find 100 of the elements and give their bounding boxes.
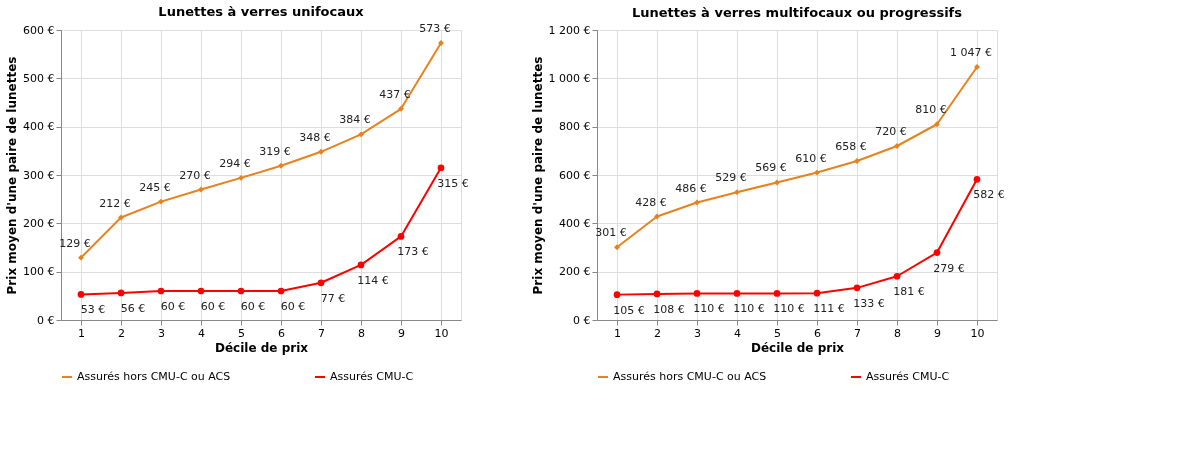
y-tick-label: 100 €	[23, 265, 55, 279]
point	[437, 164, 445, 172]
x-tick-label: 5	[774, 326, 781, 340]
point	[358, 131, 364, 138]
chart-title: Lunettes à verres unifocaux	[158, 4, 365, 20]
y-tick-label: 1 200 €	[548, 23, 591, 37]
data-label: 428 €	[635, 195, 667, 209]
legend-label: Assurés hors CMU-C ou ACS	[77, 370, 231, 383]
data-label: 111 €	[813, 302, 845, 316]
data-label: 60 €	[280, 300, 306, 313]
point	[77, 291, 85, 298]
point	[614, 244, 620, 251]
x-tick-label: 2	[118, 326, 125, 340]
data-label: 181 €	[893, 285, 925, 299]
x-tick-label: 3	[694, 326, 701, 340]
y-tick-label: 400 €	[559, 216, 591, 230]
data-label: 53 €	[80, 303, 106, 317]
legend-label: Assurés CMU-C	[330, 370, 414, 383]
data-label: 105 €	[613, 303, 645, 317]
data-label: 279 €	[933, 261, 965, 275]
point	[118, 214, 124, 221]
data-label: 110 €	[733, 302, 765, 316]
data-label: 573 €	[419, 22, 451, 36]
point	[973, 176, 981, 183]
x-tick-label: 1	[78, 326, 85, 340]
data-label: 110 €	[773, 302, 805, 316]
point	[317, 279, 325, 287]
point	[318, 148, 324, 155]
x-tick-label: 8	[358, 326, 365, 340]
y-tick-label: 800 €	[559, 120, 591, 134]
y-tick-label: 200 €	[23, 216, 55, 230]
y-tick-label: 600 €	[23, 23, 55, 37]
point	[773, 290, 781, 297]
data-label: 486 €	[675, 181, 707, 195]
data-label: 77 €	[320, 291, 346, 305]
point	[198, 186, 204, 193]
x-tick-label: 1	[614, 326, 621, 340]
point	[734, 189, 740, 196]
data-label: 582 €	[973, 188, 1005, 202]
point	[278, 162, 284, 169]
data-label: 270 €	[179, 168, 211, 182]
point	[197, 287, 205, 295]
data-label: 173 €	[397, 245, 429, 259]
y-tick-label: 0 €	[37, 313, 55, 327]
data-label: 315 €	[437, 176, 469, 190]
x-tick-label: 2	[654, 326, 661, 340]
legend-label: Assurés CMU-C	[866, 370, 950, 383]
y-tick-label: 200 €	[559, 265, 591, 279]
x-tick-label: 4	[734, 326, 741, 340]
data-label: 384 €	[339, 113, 371, 127]
data-label: 437 €	[379, 87, 411, 101]
x-tick-label: 10	[970, 326, 985, 340]
y-tick-label: 600 €	[559, 168, 591, 182]
data-label: 529 €	[715, 171, 747, 185]
x-tick-label: 7	[318, 326, 325, 340]
data-label: 245 €	[139, 180, 171, 194]
point	[693, 290, 701, 297]
legend-label: Assurés hors CMU-C ou ACS	[613, 370, 767, 383]
point	[158, 198, 164, 205]
x-tick-label: 6	[814, 326, 821, 340]
data-label: 212 €	[99, 196, 131, 210]
x-tick-label: 9	[934, 326, 941, 340]
point	[613, 291, 621, 298]
y-tick-label: 400 €	[23, 120, 55, 134]
point	[814, 169, 820, 176]
point	[733, 290, 741, 297]
data-label: 60 €	[200, 300, 226, 313]
data-label: 301 €	[595, 226, 627, 240]
data-label: 569 €	[755, 161, 787, 175]
x-tick-label: 10	[434, 326, 449, 340]
point	[397, 233, 405, 240]
x-axis-title: Décile de prix	[214, 340, 309, 355]
point	[893, 272, 901, 280]
point	[438, 40, 444, 47]
point	[357, 261, 365, 269]
data-label: 56 €	[120, 301, 146, 315]
data-label: 720 €	[875, 125, 907, 138]
point	[933, 249, 941, 256]
x-tick-label: 5	[238, 326, 245, 340]
y-axis-title: Prix moyen d'une paire de lunettes	[5, 56, 20, 295]
data-label: 129 €	[59, 236, 91, 250]
point	[653, 290, 661, 298]
data-label: 294 €	[219, 156, 251, 170]
point	[934, 121, 940, 128]
y-tick-label: 1 000 €	[548, 71, 591, 85]
point	[238, 174, 244, 181]
data-label: 133 €	[853, 296, 885, 310]
point	[277, 287, 285, 295]
point	[157, 287, 165, 295]
data-label: 114 €	[357, 273, 389, 287]
chart-title: Lunettes à verres multifocaux ou progressifs	[632, 5, 963, 20]
point	[694, 199, 700, 206]
x-tick-label: 8	[894, 326, 901, 340]
point	[117, 289, 125, 297]
point	[853, 284, 861, 292]
data-label: 60 €	[240, 300, 266, 313]
data-label: 348 €	[299, 130, 331, 144]
point	[398, 105, 404, 112]
x-tick-label: 7	[854, 326, 861, 340]
x-axis-title: Décile de prix	[750, 340, 845, 355]
